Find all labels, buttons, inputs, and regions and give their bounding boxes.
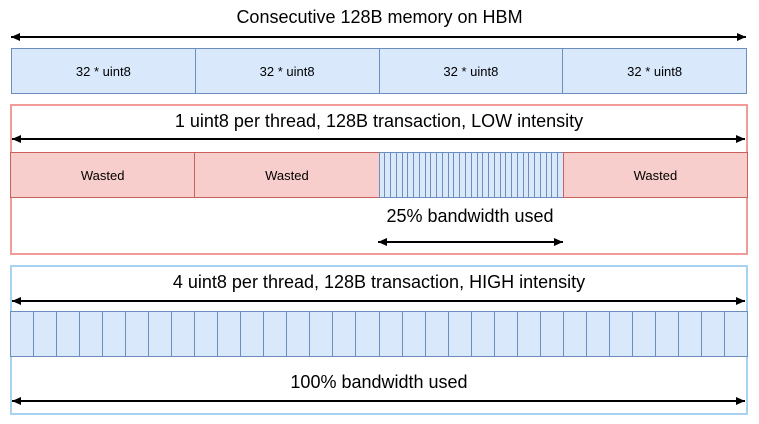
high-intensity-box: 4 uint8 per thread, 128B transaction, HI… (10, 265, 748, 415)
high-intensity-transaction-row (10, 311, 748, 357)
used-byte-stripe (557, 153, 563, 197)
coalesced-cell (171, 312, 194, 356)
main-title: Consecutive 128B memory on HBM (236, 7, 523, 27)
used-byte-stripe (528, 153, 534, 197)
coalesced-cell (286, 312, 309, 356)
bandwidth-100-extent-arrow-icon (12, 397, 745, 405)
coalesced-cell (378, 312, 402, 356)
coalesced-cell (355, 312, 378, 356)
used-byte-stripe (413, 153, 419, 197)
coalesced-cell (263, 312, 286, 356)
used-byte-stripe (430, 153, 436, 197)
used-byte-stripe (488, 153, 494, 197)
used-byte-stripe (390, 153, 396, 197)
coalesced-cell (608, 312, 632, 356)
used-byte-stripe (436, 153, 442, 197)
coalesced-cell (677, 312, 701, 356)
coalesced-cell (401, 312, 425, 356)
coalesced-cell (309, 312, 332, 356)
memory-block: 32 * uint8 (11, 48, 196, 94)
coalesced-cell (33, 312, 56, 356)
coalesced-cell (56, 312, 79, 356)
wasted-block: Wasted (10, 152, 196, 198)
memory-block: 32 * uint8 (194, 48, 380, 94)
hbm-extent-double-arrow-icon (11, 33, 746, 41)
coalesced-cell (11, 312, 33, 356)
used-byte-stripe (534, 153, 540, 197)
coalesced-cell (79, 312, 102, 356)
memory-block: 32 * uint8 (378, 48, 564, 94)
coalesced-cell (539, 312, 563, 356)
used-byte-stripe (447, 153, 454, 197)
used-byte-stripe (505, 153, 511, 197)
coalesced-cell (194, 312, 217, 356)
coalesced-cell (470, 312, 494, 356)
used-byte-stripe (395, 153, 402, 197)
used-byte-stripe (401, 153, 408, 197)
bandwidth-25-label: 25% bandwidth used (386, 206, 554, 226)
used-byte-stripe (418, 153, 425, 197)
used-byte-stripe (470, 153, 477, 197)
bandwidth-25-extent-arrow-icon (378, 238, 563, 246)
wasted-block: Wasted (562, 152, 748, 198)
coalesced-cell (654, 312, 678, 356)
coalesced-cell (240, 312, 263, 356)
used-byte-stripe (459, 153, 465, 197)
used-byte-stripe (424, 153, 431, 197)
coalesced-cell (217, 312, 240, 356)
coalesced-cell (700, 312, 724, 356)
coalesced-cell (516, 312, 540, 356)
used-byte-stripe (551, 153, 557, 197)
coalesced-cell (102, 312, 125, 356)
coalesced-cell (493, 312, 517, 356)
used-byte-stripe (407, 153, 413, 197)
coalesced-cell (562, 312, 586, 356)
used-byte-stripe (516, 153, 523, 197)
coalesced-cell (125, 312, 148, 356)
coalesced-cell (424, 312, 448, 356)
used-byte-stripe (493, 153, 500, 197)
low-intensity-box: 1 uint8 per thread, 128B transaction, LO… (10, 104, 748, 255)
coalesced-cell (631, 312, 655, 356)
used-bytes-striped-segment (378, 152, 564, 198)
used-byte-stripe (384, 153, 390, 197)
used-byte-stripe (441, 153, 448, 197)
low-intensity-transaction-row: Wasted Wasted Wasted (10, 152, 748, 198)
coalesced-cell (585, 312, 609, 356)
used-byte-stripe (482, 153, 488, 197)
used-byte-stripe (545, 153, 552, 197)
bandwidth-100-label: 100% bandwidth used (290, 372, 468, 392)
used-byte-stripe (476, 153, 483, 197)
coalesced-cell (332, 312, 355, 356)
used-byte-stripe (464, 153, 471, 197)
memory-block: 32 * uint8 (562, 48, 747, 94)
high-transaction-extent-arrow-icon (12, 297, 745, 305)
coalesced-cell (723, 312, 747, 356)
used-byte-stripe (511, 153, 517, 197)
low-transaction-extent-arrow-icon (12, 135, 745, 143)
low-intensity-title: 1 uint8 per thread, 128B transaction, LO… (174, 111, 584, 131)
high-intensity-title: 4 uint8 per thread, 128B transaction, HI… (172, 272, 586, 292)
used-byte-stripe (499, 153, 506, 197)
used-byte-stripe (453, 153, 459, 197)
coalesced-cell (148, 312, 171, 356)
used-byte-stripe (539, 153, 546, 197)
wasted-block: Wasted (194, 152, 380, 198)
used-byte-stripe (522, 153, 529, 197)
coalesced-cell (447, 312, 471, 356)
hbm-memory-row: 32 * uint8 32 * uint8 32 * uint8 32 * ui… (11, 48, 747, 94)
